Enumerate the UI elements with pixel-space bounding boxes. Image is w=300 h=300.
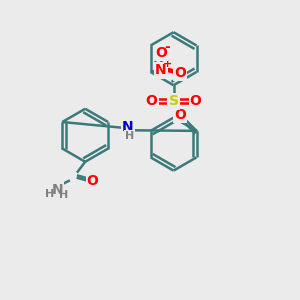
- Text: H: H: [125, 131, 134, 141]
- Text: +: +: [163, 59, 172, 69]
- Text: -: -: [164, 40, 170, 54]
- Text: O: O: [174, 66, 186, 80]
- Text: N: N: [51, 183, 63, 197]
- Text: N: N: [155, 64, 167, 77]
- Text: O: O: [87, 174, 98, 188]
- Text: N: N: [122, 120, 134, 134]
- Text: O: O: [174, 108, 186, 122]
- Text: H: H: [58, 190, 68, 200]
- Text: O: O: [155, 46, 167, 60]
- Text: O: O: [146, 94, 158, 108]
- Text: H: H: [45, 189, 54, 199]
- Text: S: S: [169, 94, 178, 108]
- Text: O: O: [190, 94, 202, 108]
